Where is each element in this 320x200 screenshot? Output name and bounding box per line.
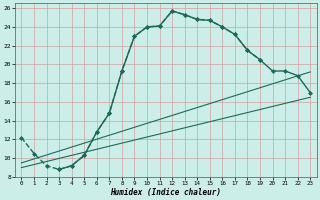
X-axis label: Humidex (Indice chaleur): Humidex (Indice chaleur)	[110, 188, 221, 197]
